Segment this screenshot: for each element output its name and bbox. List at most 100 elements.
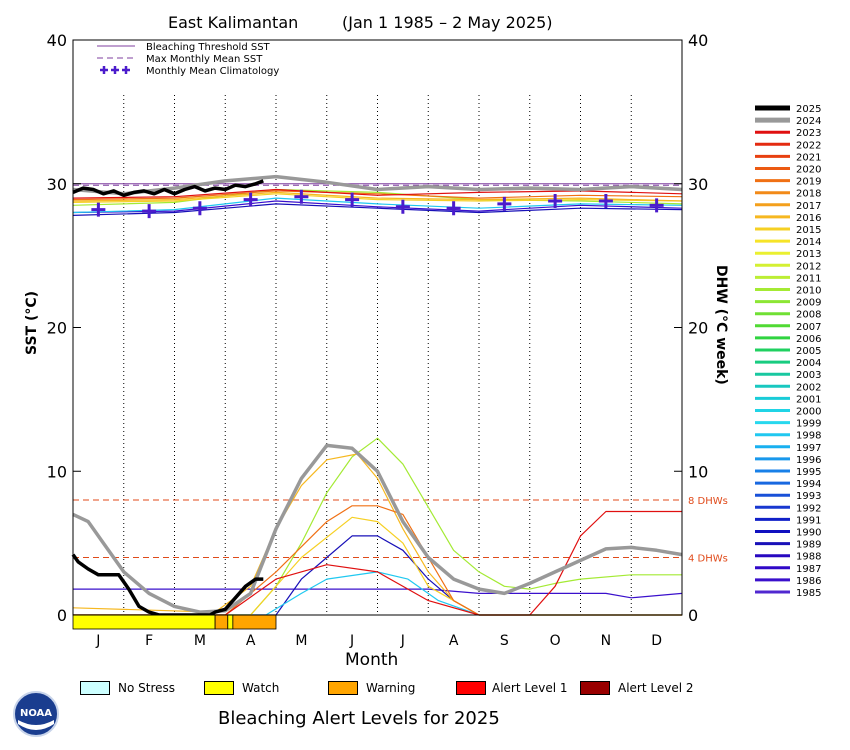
y-tick-label-left: 40 [47, 31, 67, 50]
year-legend-label: 2013 [796, 249, 821, 260]
alert-segment [214, 614, 229, 630]
year-legend-label: 2008 [796, 310, 821, 321]
chart-title: East Kalimantan [168, 13, 298, 32]
month-tick-label: A [246, 633, 256, 649]
year-legend-label: 1993 [796, 491, 821, 502]
y-tick-label-right: 10 [688, 462, 708, 481]
y-tick-label-left: 20 [47, 319, 67, 338]
dhw-reference-label: 4 DHWs [688, 554, 728, 565]
year-legend-label: 2002 [796, 382, 821, 393]
year-legend-label: 2011 [796, 273, 821, 284]
sst-line-1988 [72, 203, 683, 216]
year-legend-label: 2009 [796, 298, 821, 309]
year-legend-label: 2000 [796, 407, 821, 418]
year-legend-label: 1985 [796, 588, 821, 599]
year-legend-label: 2014 [796, 237, 821, 248]
climatology-marker [294, 189, 309, 204]
y-tick-label-right: 0 [688, 606, 698, 625]
top-legend-label: Max Monthly Mean SST [146, 54, 263, 65]
year-legend-label: 1992 [796, 503, 821, 514]
sst-line-2015 [72, 193, 683, 203]
alert-legend-swatch [328, 681, 358, 695]
year-legend-label: 1994 [796, 479, 821, 490]
climatology-marker [598, 194, 613, 208]
legend-plus-marker [122, 66, 130, 74]
alert-legend-label: Watch [242, 681, 280, 695]
month-grid [123, 95, 632, 615]
noaa-logo-text: NOAA [20, 708, 52, 719]
y-axis-label-left: SST (°C) [24, 291, 40, 355]
year-legend-label: 2022 [796, 140, 821, 151]
year-legend-label: 2003 [796, 370, 821, 381]
top-legend-label: Bleaching Threshold SST [146, 42, 271, 53]
alert-segment [232, 614, 277, 630]
sst-line-2024 [72, 174, 683, 196]
month-tick-label: J [349, 633, 354, 649]
month-tick-label: M [194, 633, 206, 649]
alert-legend-swatch [580, 681, 610, 695]
legend-plus-marker [111, 66, 119, 74]
alert-legend-label: No Stress [118, 681, 176, 695]
climatology-marker [548, 194, 563, 208]
dhw-line-2024 [72, 443, 683, 614]
year-legend-label: 2020 [796, 165, 821, 176]
year-legend-label: 2018 [796, 189, 821, 200]
year-legend-label: 1995 [796, 467, 821, 478]
sst-line-2025 [72, 179, 264, 198]
climatology-marker [243, 192, 258, 207]
alert-segment [227, 614, 234, 630]
climatology-marker [345, 192, 360, 207]
year-legend-label: 2024 [796, 116, 821, 127]
month-tick-label: F [145, 633, 153, 649]
legend-plus-marker [100, 66, 108, 74]
y-tick-label-right: 20 [688, 319, 708, 338]
alert-legend-label: Alert Level 2 [618, 681, 694, 695]
month-tick-label: O [550, 633, 561, 649]
alert-legend-swatch [80, 681, 110, 695]
dhw-line-2019 [73, 505, 682, 616]
climatology-marker [497, 196, 512, 211]
year-legend-label: 2012 [796, 261, 821, 272]
climatology-marker [649, 198, 664, 213]
year-legend-label: 1996 [796, 455, 821, 466]
year-legend-label: 2017 [796, 201, 821, 212]
y-tick-label-right: 40 [688, 31, 708, 50]
x-axis-label: Month [345, 650, 398, 670]
alert-legend-label: Alert Level 1 [492, 681, 568, 695]
alert-segment [72, 614, 216, 630]
y-tick-label-left: 30 [47, 175, 67, 194]
year-legend-label: 2023 [796, 128, 821, 139]
alert-level-bar [72, 614, 277, 630]
month-tick-label: N [601, 633, 611, 649]
month-tick-label: J [95, 633, 100, 649]
sst-line-2019 [72, 190, 683, 201]
year-legend-label: 2004 [796, 358, 821, 369]
climatology-marker [192, 201, 207, 216]
alert-legend-swatch [456, 681, 486, 695]
year-legend-label: 1988 [796, 552, 821, 563]
y-tick-label-left: 10 [47, 462, 67, 481]
climatology-marker [395, 199, 410, 214]
year-legend-label: 1989 [796, 540, 821, 551]
dhw-reference-label: 8 DHWs [688, 496, 728, 507]
sst-line-1986 [72, 200, 683, 214]
month-tick-label: D [651, 633, 662, 649]
month-tick-label: J [400, 633, 405, 649]
top-legend-label: Monthly Mean Climatology [146, 66, 279, 77]
alert-legend-swatch [204, 681, 234, 695]
year-legend-label: 2016 [796, 213, 821, 224]
year-legend-label: 2015 [796, 225, 821, 236]
axis-ticks: 0 0 10 10 20 20 30 30 40 40 [47, 31, 709, 625]
year-legend-label: 2010 [796, 286, 821, 297]
year-legend-label: 1997 [796, 443, 821, 454]
noaa-logo: NOAA [13, 691, 59, 737]
y-tick-label-left: 0 [57, 606, 67, 625]
year-legend-label: 1987 [796, 564, 821, 575]
year-legend-label: 1991 [796, 515, 821, 526]
year-legend-label: 1986 [796, 576, 821, 587]
year-legend-label: 1999 [796, 419, 821, 430]
